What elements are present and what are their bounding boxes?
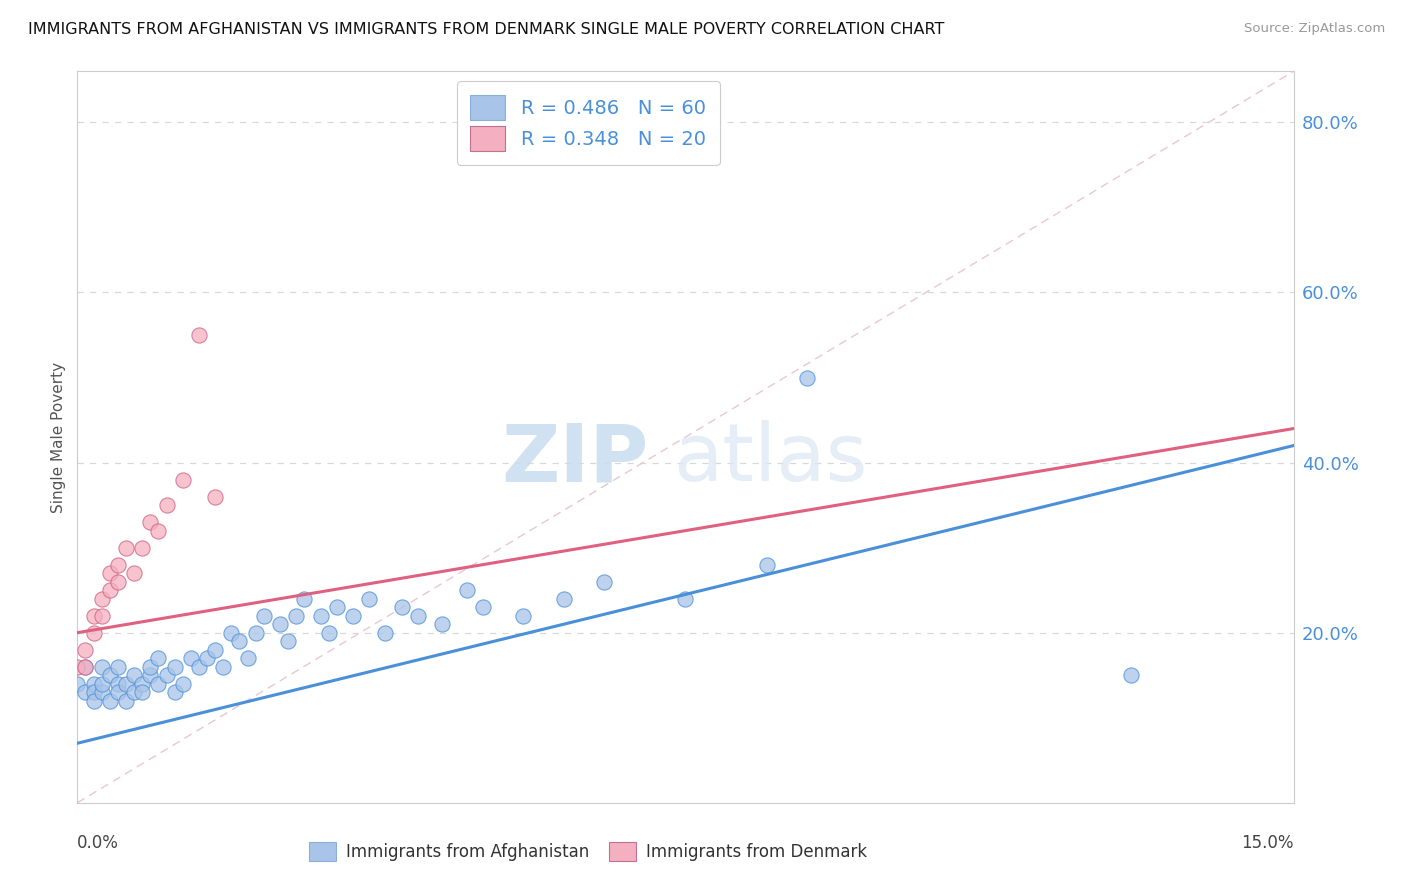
Point <box>326 600 349 615</box>
Point <box>107 677 129 691</box>
Point <box>131 677 153 691</box>
Text: IMMIGRANTS FROM AFGHANISTAN VS IMMIGRANTS FROM DENMARK SINGLE MALE POVERTY CORRE: IMMIGRANTS FROM AFGHANISTAN VS IMMIGRANT… <box>28 22 945 37</box>
Point <box>172 473 194 487</box>
Point <box>122 668 145 682</box>
Point <box>188 328 211 343</box>
Point <box>195 651 218 665</box>
Point <box>122 685 145 699</box>
Point <box>432 617 454 632</box>
Point <box>115 677 138 691</box>
Point <box>90 659 112 673</box>
Point <box>172 677 194 691</box>
Point <box>253 608 276 623</box>
Point <box>318 625 340 640</box>
Point <box>204 490 226 504</box>
Text: ZIP: ZIP <box>502 420 650 498</box>
Text: atlas: atlas <box>673 420 868 498</box>
Point <box>98 668 121 682</box>
Point <box>115 694 138 708</box>
Point <box>98 694 121 708</box>
Point <box>285 608 308 623</box>
Point <box>675 591 697 606</box>
Point <box>342 608 364 623</box>
Point <box>66 659 89 673</box>
Point <box>98 566 121 581</box>
Point <box>359 591 381 606</box>
Point <box>236 651 259 665</box>
Point <box>115 541 138 555</box>
Point <box>131 685 153 699</box>
Point <box>131 541 153 555</box>
Text: 15.0%: 15.0% <box>1241 834 1294 852</box>
Point <box>90 591 112 606</box>
Point <box>75 642 97 657</box>
Point <box>188 659 211 673</box>
Point <box>83 685 105 699</box>
Text: Source: ZipAtlas.com: Source: ZipAtlas.com <box>1244 22 1385 36</box>
Point <box>155 668 177 682</box>
Point <box>155 498 177 512</box>
Point <box>269 617 291 632</box>
Point <box>139 515 162 529</box>
Point <box>83 694 105 708</box>
Point <box>277 634 299 648</box>
Point <box>212 659 235 673</box>
Point <box>391 600 413 615</box>
Point <box>228 634 250 648</box>
Point <box>75 659 97 673</box>
Legend: Immigrants from Afghanistan, Immigrants from Denmark: Immigrants from Afghanistan, Immigrants … <box>302 835 873 868</box>
Point <box>139 659 162 673</box>
Point <box>163 685 186 699</box>
Y-axis label: Single Male Poverty: Single Male Poverty <box>51 361 66 513</box>
Point <box>593 574 616 589</box>
Point <box>107 558 129 572</box>
Point <box>471 600 494 615</box>
Point <box>98 583 121 598</box>
Point <box>122 566 145 581</box>
Point <box>83 625 105 640</box>
Point <box>204 642 226 657</box>
Point <box>148 524 170 538</box>
Point <box>90 685 112 699</box>
Point <box>406 608 429 623</box>
Point <box>755 558 778 572</box>
Point <box>245 625 267 640</box>
Point <box>796 370 818 384</box>
Point <box>292 591 315 606</box>
Text: 0.0%: 0.0% <box>77 834 120 852</box>
Point <box>107 574 129 589</box>
Point <box>90 677 112 691</box>
Point <box>83 608 105 623</box>
Point <box>309 608 332 623</box>
Point <box>1121 668 1143 682</box>
Point <box>90 608 112 623</box>
Point <box>66 677 89 691</box>
Point <box>180 651 202 665</box>
Point <box>148 677 170 691</box>
Point <box>107 685 129 699</box>
Point <box>83 677 105 691</box>
Point <box>512 608 534 623</box>
Point <box>139 668 162 682</box>
Point <box>163 659 186 673</box>
Point <box>456 583 478 598</box>
Point <box>374 625 396 640</box>
Point <box>221 625 243 640</box>
Point <box>553 591 575 606</box>
Point <box>107 659 129 673</box>
Point <box>75 685 97 699</box>
Point <box>75 659 97 673</box>
Point <box>148 651 170 665</box>
